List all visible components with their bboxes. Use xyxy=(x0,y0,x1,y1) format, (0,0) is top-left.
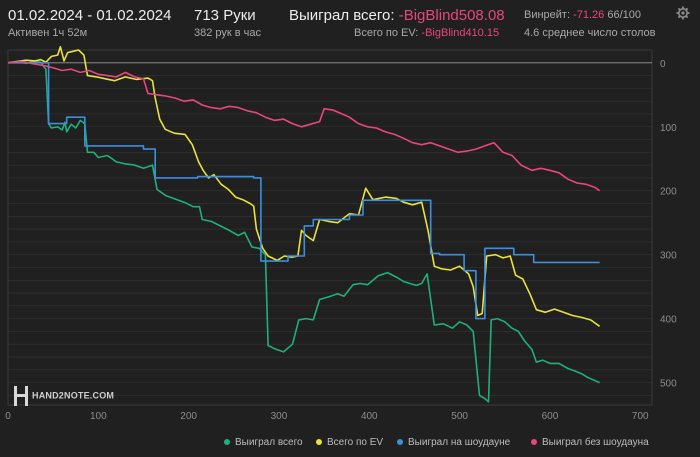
series-line-3 xyxy=(7,60,601,192)
hands-count: 713 Руки xyxy=(194,7,256,24)
avg-tables: 4.6 среднее число столов xyxy=(524,27,656,39)
hands-per-hour: 382 рук в час xyxy=(194,27,262,39)
legend-dot xyxy=(224,439,230,446)
legend-dot xyxy=(397,439,403,446)
legend-item-showdown[interactable]: Выиграл на шоудауне xyxy=(397,437,510,448)
x-tick-label: 200 xyxy=(180,411,197,422)
legend-label: Выиграл всего xyxy=(235,437,303,448)
series-line-2 xyxy=(8,62,600,320)
legend-label: Всего по EV xyxy=(327,437,384,448)
legend-item-non-showdown[interactable]: Выиграл без шоудауна xyxy=(531,437,649,448)
y-tick-label: 0 xyxy=(660,59,666,70)
winrate: Винрейт: -71.26 66/100 xyxy=(524,9,641,21)
won-total-label: Выиграл всего: xyxy=(289,7,395,24)
y-tick-label: 300 xyxy=(660,251,677,262)
legend-dot xyxy=(531,439,537,446)
x-tick-label: 500 xyxy=(451,411,468,422)
gear-icon-svg xyxy=(676,6,690,20)
gear-icon[interactable] xyxy=(676,6,690,20)
y-tick-label: 500 xyxy=(660,379,677,390)
legend-dot xyxy=(316,439,322,446)
plot-area xyxy=(7,49,653,406)
active-time: Активен 1ч 52м xyxy=(8,27,88,39)
winrate-suffix: 66/100 xyxy=(607,9,642,21)
x-tick-label: 300 xyxy=(271,411,288,422)
ev-value: -BigBlind410.15 xyxy=(421,27,500,39)
date-range: 01.02.2024 - 01.02.2024 xyxy=(8,7,172,24)
logo-text: HAND2NOTE.COM xyxy=(32,390,115,401)
won-total: Выиграл всего: -BigBlind508.08 xyxy=(289,7,505,24)
legend-item-ev[interactable]: Всего по EV xyxy=(316,437,383,448)
y-tick-label: 400 xyxy=(660,315,677,326)
hand2note-logo: HAND2NOTE.COM xyxy=(14,386,114,406)
x-tick-label: 0 xyxy=(5,411,11,422)
x-tick-label: 400 xyxy=(361,411,378,422)
winrate-label: Винрейт: xyxy=(524,9,571,21)
winrate-value: -71.26 xyxy=(573,9,605,21)
x-tick-label: 700 xyxy=(632,411,649,422)
logo-mark-icon xyxy=(14,386,28,406)
ev-total: Всего по EV: -BigBlind410.15 xyxy=(354,27,499,39)
legend-label: Выиграл на шоудауне xyxy=(408,437,511,448)
y-tick-label: 100 xyxy=(660,123,677,134)
ev-label: Всего по EV: xyxy=(354,27,419,39)
x-tick-label: 600 xyxy=(542,411,559,422)
x-tick-label: 100 xyxy=(90,411,107,422)
y-tick-label: 200 xyxy=(660,187,677,198)
legend-item-won-total[interactable]: Выиграл всего xyxy=(224,437,303,448)
series-line-1 xyxy=(7,46,601,327)
legend-label: Выиграл без шоудауна xyxy=(542,437,649,448)
won-total-value: -BigBlind508.08 xyxy=(398,7,505,24)
series-line-0 xyxy=(7,60,600,403)
